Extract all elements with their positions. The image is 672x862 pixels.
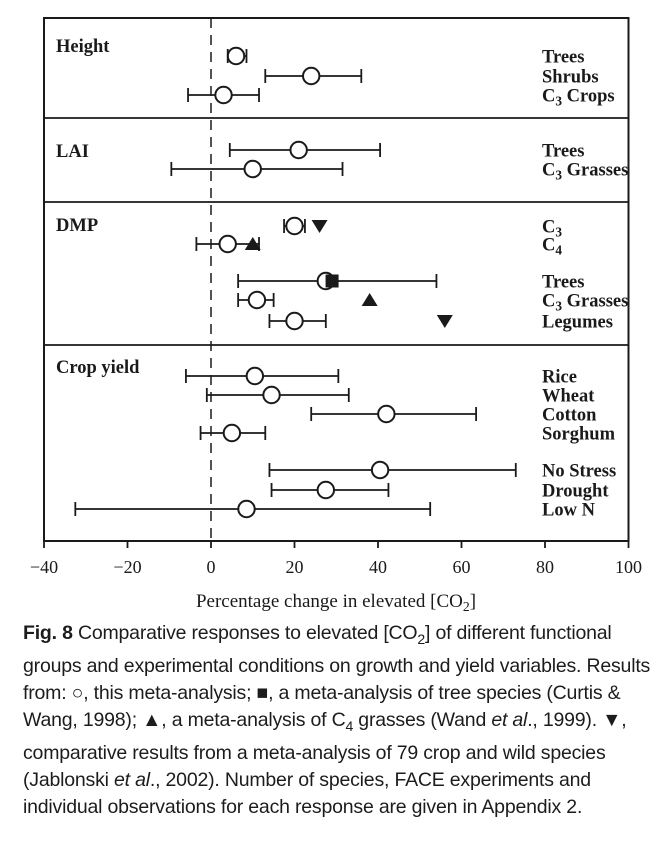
row-label: C3 Crops (542, 87, 615, 109)
row-label: Legumes (542, 313, 613, 333)
caption-text-segment: , this meta-analysis; (83, 681, 257, 704)
row-label: Cotton (542, 406, 597, 426)
open-circle-marker (237, 499, 256, 519)
forest-row-drought (270, 480, 390, 500)
figure-caption: Fig. 8 Comparative responses to elevated… (23, 620, 659, 821)
row-label: Low N (542, 501, 596, 521)
open-circle-marker (285, 311, 304, 331)
row-label: C3 Grasses (542, 292, 628, 314)
forest-row-c-3- (283, 216, 328, 236)
filled-triangle-down-marker (436, 315, 453, 328)
caption-text-segment: 4 (345, 717, 354, 734)
row-label: C3 (542, 218, 562, 240)
filled-triangle-up-marker-glyph: ▲ (142, 708, 162, 731)
open-circle-marker (247, 290, 267, 310)
open-circle-marker (316, 480, 336, 500)
forest-row-c-3-grasses (170, 159, 344, 179)
forest-row-no-stress (268, 460, 517, 480)
axis-tick-label: 0 (207, 557, 216, 577)
filled-triangle-down-marker (311, 220, 328, 233)
row-label: No Stress (542, 462, 616, 482)
open-circle-marker (214, 85, 233, 105)
forest-row-trees (237, 271, 438, 291)
open-circle-marker (370, 460, 390, 480)
caption-text-segment: , comparative results from a meta-analys… (23, 708, 627, 791)
forest-row-trees (226, 46, 248, 66)
row-label: C4 (542, 236, 562, 258)
forest-row-low-n (74, 499, 432, 519)
open-circle-marker (243, 159, 262, 179)
open-circle-marker (377, 404, 396, 424)
caption-text-segment: ., 2002). Number of species, FACE experi… (23, 768, 591, 818)
open-circle-marker (218, 234, 237, 254)
filled-triangle-down-marker-glyph: ▼ (602, 708, 622, 731)
forest-row-c-3-grasses (237, 290, 378, 310)
plot-border (43, 17, 630, 542)
open-circle-marker (245, 366, 265, 386)
open-circle-marker (226, 46, 246, 66)
forest-row-legumes (268, 311, 453, 331)
row-label: C3 Grasses (542, 161, 628, 183)
filled-square-marker-glyph: ■ (256, 681, 269, 704)
row-label: Trees (542, 273, 584, 293)
axis-tick-label: 80 (536, 557, 554, 577)
x-axis-title: Percentage change in elevated [CO2] (196, 591, 476, 614)
caption-text-segment: , a meta-analysis of tree species (Curti… (23, 681, 621, 731)
open-circle-marker-glyph: ○ (71, 681, 84, 704)
row-label: Sorghum (542, 425, 616, 445)
open-circle-marker (222, 423, 242, 443)
caption-text-segment: , a meta-analysis of C (161, 708, 346, 731)
section-label: LAI (56, 142, 89, 162)
caption-text-segment: ] of different functional groups and exp… (23, 622, 651, 704)
section-label: Height (56, 37, 110, 57)
open-circle-marker (262, 385, 281, 405)
forest-row-shrubs (264, 66, 363, 86)
filled-triangle-up-marker (361, 293, 378, 306)
open-circle-marker (285, 216, 304, 236)
row-label: Rice (542, 368, 577, 388)
forest-row-rice (185, 366, 340, 386)
forest-row-cotton (310, 404, 478, 424)
row-label: Shrubs (542, 68, 599, 88)
axis-tick-label: 100 (615, 557, 642, 577)
caption-text-segment: 2 (417, 630, 426, 647)
axis-tick-label: 20 (286, 557, 304, 577)
row-label: Wheat (542, 387, 595, 407)
forest-row-c-4- (195, 234, 261, 254)
section-label: Crop yield (56, 358, 140, 378)
row-label: Trees (542, 142, 584, 162)
open-circle-marker (289, 140, 308, 160)
caption-text-segment: et al (491, 708, 528, 731)
section-label: DMP (56, 216, 98, 236)
open-circle-marker (302, 66, 321, 86)
row-label: Drought (542, 482, 609, 502)
axis-tick-label: 60 (453, 557, 471, 577)
forest-row-c-3-crops (187, 85, 260, 105)
row-label: Trees (542, 48, 584, 68)
axis-tick-label: −20 (113, 557, 141, 577)
caption-text-segment: ., 1999). (527, 708, 603, 731)
axis-tick-label: −40 (30, 557, 58, 577)
filled-square-marker (325, 274, 339, 288)
filled-triangle-up-marker (244, 237, 261, 250)
forest-row-wheat (205, 385, 350, 405)
caption-text-segment: Fig. 8 (23, 622, 73, 644)
caption-text-segment: et al (114, 768, 150, 791)
axis-tick-label: 40 (369, 557, 387, 577)
caption-text-segment: grasses (Wand (353, 708, 492, 731)
x-axis: −40 −20 0 20 40 60 80 100 Percentage change in e… (30, 541, 642, 614)
caption-text-segment: Comparative responses to elevated [CO (72, 622, 418, 644)
forest-row-trees (228, 140, 381, 160)
forest-row-sorghum (199, 423, 267, 443)
